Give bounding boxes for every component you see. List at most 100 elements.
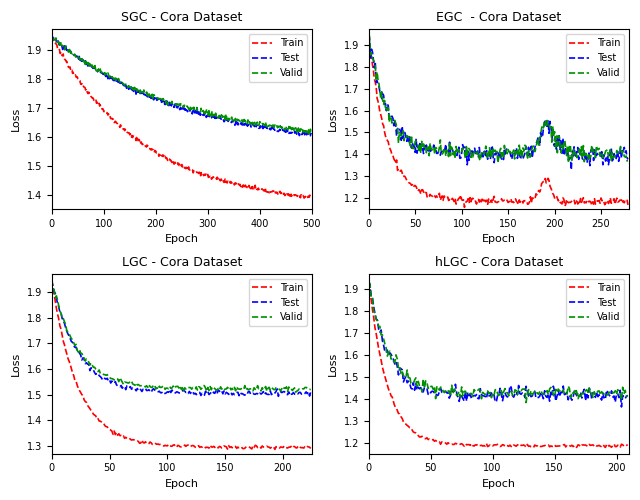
Line: Test: Test: [52, 280, 311, 396]
Valid: [522, 400, 530, 406]
X-axis label: Epoch: Epoch: [165, 234, 199, 244]
Train: [173, 162, 180, 168]
Valid: [253, 382, 261, 388]
Title: EGC  - Cora Dataset: EGC - Cora Dataset: [436, 11, 561, 24]
Valid: [292, 389, 300, 395]
Line: Valid: Valid: [369, 282, 628, 403]
Valid: [581, 151, 589, 157]
Train: [300, 195, 308, 201]
Valid: [494, 160, 502, 166]
Test: [367, 294, 375, 300]
Line: Train: Train: [369, 36, 628, 208]
Train: [488, 443, 495, 449]
Valid: [490, 146, 497, 152]
Train: [624, 202, 632, 208]
Train: [302, 194, 310, 200]
Valid: [173, 102, 181, 107]
Train: [490, 194, 498, 200]
Valid: [583, 386, 591, 392]
Line: Valid: Valid: [52, 36, 312, 134]
Test: [582, 398, 589, 404]
Test: [120, 384, 127, 390]
Test: [261, 123, 269, 129]
Train: [581, 200, 589, 205]
Test: [264, 392, 272, 398]
Train: [120, 433, 127, 439]
Train: [365, 32, 372, 38]
Valid: [49, 34, 56, 40]
Valid: [405, 134, 413, 140]
Line: Valid: Valid: [369, 34, 628, 163]
Test: [365, 278, 372, 284]
Test: [618, 404, 625, 410]
Test: [624, 392, 632, 398]
Train: [461, 204, 468, 210]
Train: [253, 444, 261, 450]
Y-axis label: Loss: Loss: [328, 107, 338, 132]
Test: [173, 105, 181, 111]
Train: [307, 446, 315, 452]
Train: [525, 199, 533, 205]
Valid: [580, 142, 588, 148]
Y-axis label: Loss: Loss: [11, 107, 21, 132]
Test: [307, 132, 314, 138]
Test: [419, 389, 427, 395]
Test: [203, 113, 211, 119]
Valid: [367, 296, 375, 302]
Train: [624, 442, 632, 448]
Train: [583, 443, 591, 449]
Valid: [261, 122, 269, 128]
Test: [308, 130, 316, 136]
X-axis label: Epoch: Epoch: [165, 479, 199, 489]
Train: [48, 276, 56, 282]
Test: [513, 145, 520, 151]
Test: [189, 110, 196, 116]
Test: [596, 394, 604, 400]
Valid: [307, 386, 315, 392]
Line: Valid: Valid: [52, 280, 311, 392]
Title: SGC - Cora Dataset: SGC - Cora Dataset: [121, 11, 243, 24]
Test: [365, 28, 372, 34]
Valid: [264, 386, 272, 392]
Line: Test: Test: [52, 38, 312, 136]
Valid: [419, 376, 427, 382]
Train: [513, 200, 521, 205]
Valid: [365, 279, 372, 285]
Test: [307, 388, 315, 394]
Test: [48, 277, 56, 283]
Train: [260, 188, 268, 194]
Test: [275, 394, 282, 400]
Train: [405, 180, 413, 186]
X-axis label: Epoch: Epoch: [482, 479, 516, 489]
Valid: [365, 31, 372, 37]
Test: [568, 167, 575, 173]
Test: [48, 35, 56, 41]
Y-axis label: Loss: Loss: [11, 352, 21, 376]
Line: Train: Train: [52, 280, 311, 450]
Line: Train: Train: [52, 37, 312, 198]
Train: [598, 444, 605, 450]
Train: [367, 298, 375, 304]
Test: [49, 34, 57, 40]
Test: [228, 392, 236, 398]
Test: [256, 390, 264, 396]
Legend: Train, Test, Valid: Train, Test, Valid: [566, 34, 624, 82]
Line: Test: Test: [369, 281, 628, 407]
Title: LGC - Cora Dataset: LGC - Cora Dataset: [122, 256, 242, 268]
Valid: [101, 372, 109, 378]
Valid: [598, 388, 605, 394]
X-axis label: Epoch: Epoch: [482, 234, 516, 244]
Legend: Train, Test, Valid: Train, Test, Valid: [248, 34, 307, 82]
Valid: [120, 382, 127, 388]
Legend: Train, Test, Valid: Train, Test, Valid: [248, 279, 307, 326]
Valid: [488, 394, 495, 400]
Test: [493, 392, 501, 398]
Y-axis label: Loss: Loss: [328, 352, 338, 376]
Title: hLGC - Cora Dataset: hLGC - Cora Dataset: [435, 256, 563, 268]
Test: [581, 157, 589, 163]
Train: [202, 172, 210, 177]
Test: [525, 144, 532, 150]
Train: [48, 34, 56, 40]
Train: [188, 167, 196, 173]
Valid: [305, 131, 312, 137]
